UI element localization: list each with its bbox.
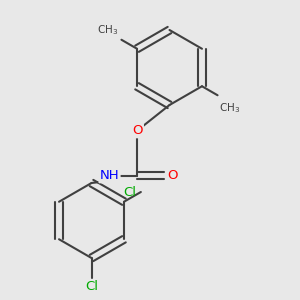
Text: CH$_3$: CH$_3$ (97, 23, 118, 37)
Text: NH: NH (100, 169, 119, 182)
Text: O: O (132, 124, 143, 137)
Text: CH$_3$: CH$_3$ (219, 101, 240, 115)
Text: O: O (167, 169, 178, 182)
Text: Cl: Cl (85, 280, 98, 293)
Text: Cl: Cl (123, 185, 136, 199)
